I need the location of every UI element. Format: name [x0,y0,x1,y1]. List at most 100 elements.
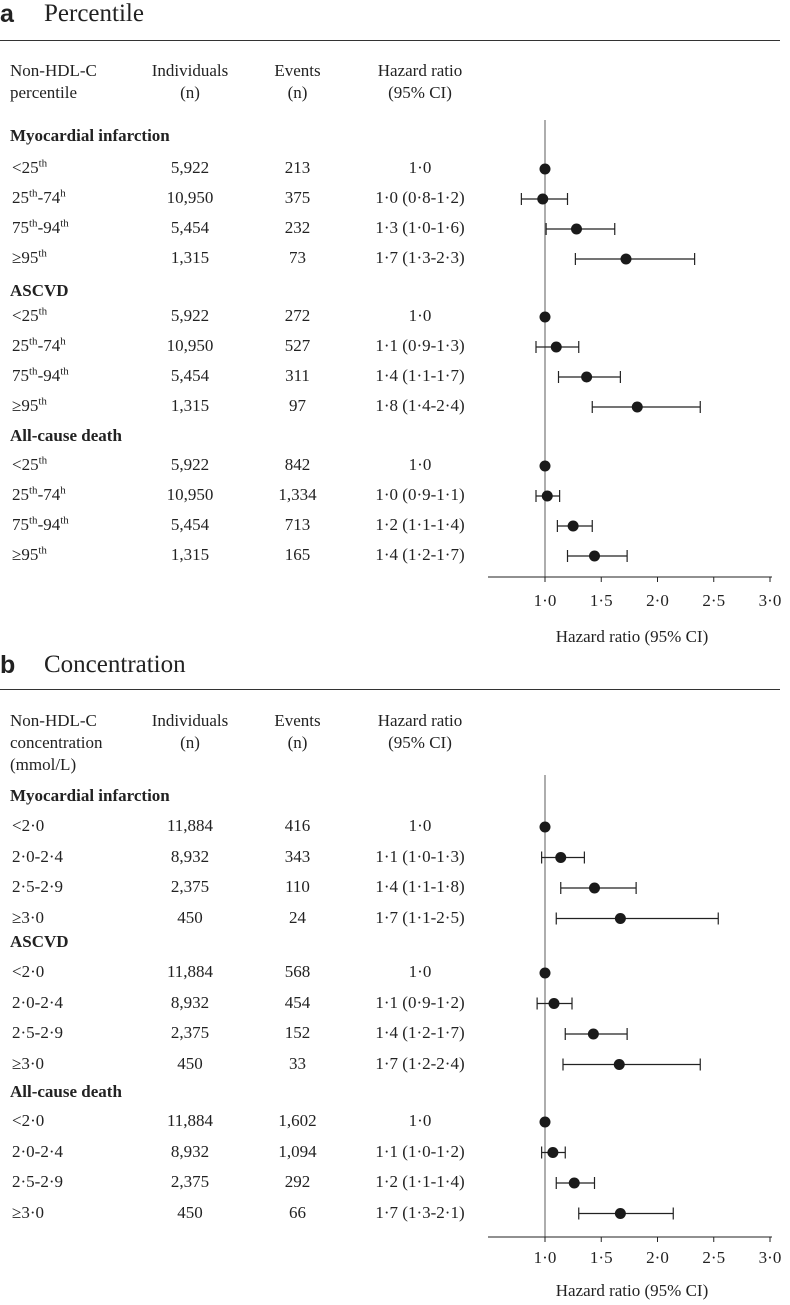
hazard-ratio-point [614,913,626,924]
row-label: 2·0-2·4 [12,993,63,1013]
row-label: 75th-94th [12,218,69,238]
row-label: 25th-74h [12,188,66,208]
group-heading: All-cause death [10,1082,122,1101]
events-cell: 97 [289,396,306,415]
row-label: ≥95th [12,396,47,416]
hazard-ratio-point [541,490,553,502]
row-label-superscript: h [60,335,66,348]
hazard-ratio-point [614,1208,626,1219]
individuals-cell: 8,932 [170,846,210,866]
hazard-ratio-cell: 1·2 (1·1-1·4) [375,515,465,534]
hazard-ratio-cell: 1·4 (1·1-1·7) [375,366,465,385]
hazard-ratio-cell: 1·0 (0·9-1·1) [375,485,465,504]
hazard-ratio-cell: 1·7 (1·3-2·3) [375,248,465,267]
hazard-ratio-point [589,550,600,562]
row-label-text: <2·0 [12,816,45,835]
individuals-cell: 1,315 [170,396,210,415]
row-label-superscript: th [38,247,47,260]
row-label: ≥3·0 [12,908,44,928]
row-label: <25th [12,158,47,178]
row-label-superscript: th [38,157,48,170]
hazard-ratio-point [550,341,562,353]
x-tick-label: 1·5 [590,591,613,610]
hazard-ratio-point [539,821,551,833]
events-cell: 454 [284,992,311,1012]
hazard-ratio-cell: 1·4 (1·1-1·8) [375,877,465,896]
x-tick-label: 2·5 [702,591,725,610]
hazard-ratio-point [568,1177,580,1189]
hazard-ratio-point [620,253,632,265]
row-label: 25th-74h [12,485,66,505]
row-label: 2·0-2·4 [12,1142,63,1162]
row-label-superscript: th [29,365,38,378]
hazard-ratio-cell: 1·2 (1·1-1·4) [375,1172,465,1191]
hazard-ratio-point [613,1059,625,1070]
row-label: <2·0 [12,816,44,836]
individuals-cell: 1,315 [170,545,210,564]
row-label-superscript: th [38,305,48,318]
panel-b-header-hazard: Hazard ratio (95% CI) [377,711,463,752]
row-label-text: 2·5-2·9 [12,1023,63,1042]
hazard-ratio-cell: 1·7 (1·1-2·5) [375,907,465,927]
row-label: 75th-94th [12,515,69,535]
row-label: ≥3·0 [12,1203,44,1223]
row-label-text: <2·0 [12,962,45,981]
events-cell: 213 [284,158,311,177]
row-label: <2·0 [12,962,44,982]
row-label-text: 75 [12,218,29,237]
individuals-cell: 10,950 [166,336,214,355]
hazard-ratio-cell: 1·7 (1·3-2·1) [375,1202,465,1222]
individuals-cell: 2,375 [170,1172,210,1191]
hazard-ratio-point [548,998,560,1009]
row-label: 2·5-2·9 [12,1023,63,1043]
panel-a-letter: a [0,0,14,28]
row-label-superscript: th [60,217,69,230]
row-label-text: 25 [12,336,29,355]
row-label: 2·5-2·9 [12,877,63,897]
panel-b-title: Concentration [44,651,186,678]
events-cell: 73 [289,248,306,267]
hazard-ratio-cell: 1·0 [408,455,432,474]
x-axis-label: Hazard ratio (95% CI) [556,627,708,646]
row-label-text: 25 [12,188,29,207]
events-cell: 713 [284,515,311,534]
row-label-text: ≥95 [12,396,39,415]
group-heading: All-cause death [10,426,122,445]
events-cell: 416 [284,816,311,835]
individuals-cell: 2,375 [170,877,210,896]
hazard-ratio-point [555,852,567,863]
row-label: 2·0-2·4 [12,847,63,867]
hazard-ratio-point [587,1028,599,1040]
group-heading: Myocardial infarction [10,786,170,805]
row-label: ≥95th [12,545,47,565]
panel-a-header-individuals: Individuals (n) [151,61,229,102]
hazard-ratio-point [537,193,549,205]
row-label-text: 2·5-2·9 [12,877,63,896]
individuals-cell: 8,932 [170,1141,210,1161]
row-label-text: ≥95 [12,545,39,564]
events-cell: 165 [284,545,311,564]
hazard-ratio-cell: 1·0 [408,306,432,325]
row-label-superscript: th [29,335,38,348]
individuals-cell: 5,454 [170,218,210,237]
hazard-ratio-cell: 1·1 (1·0-1·2) [375,1141,465,1161]
events-cell: 24 [289,907,306,927]
x-tick-label: 2·0 [646,1248,669,1267]
individuals-cell: 450 [177,1053,203,1073]
hazard-ratio-cell: 1·1 (1·0-1·3) [375,846,465,866]
hazard-ratio-cell: 1·1 (0·9-1·3) [375,336,465,355]
x-axis-label: Hazard ratio (95% CI) [556,1281,708,1300]
panel-a-title: Percentile [44,0,144,27]
individuals-cell: 5,922 [170,455,210,474]
row-label-superscript: th [38,544,47,557]
hazard-ratio-point [539,311,551,323]
hazard-ratio-cell: 1·1 (0·9-1·2) [375,992,465,1012]
hazard-ratio-cell: 1·0 [408,1111,432,1130]
x-tick-label: 2·0 [646,591,669,610]
row-label-superscript: th [29,187,38,200]
row-label-text: -74 [37,485,61,504]
hazard-ratio-cell: 1·8 (1·4-2·4) [375,396,465,415]
events-cell: 152 [284,1023,311,1042]
panel-a-header-hazard: Hazard ratio (95% CI) [377,61,463,102]
individuals-cell: 1,315 [170,248,210,267]
